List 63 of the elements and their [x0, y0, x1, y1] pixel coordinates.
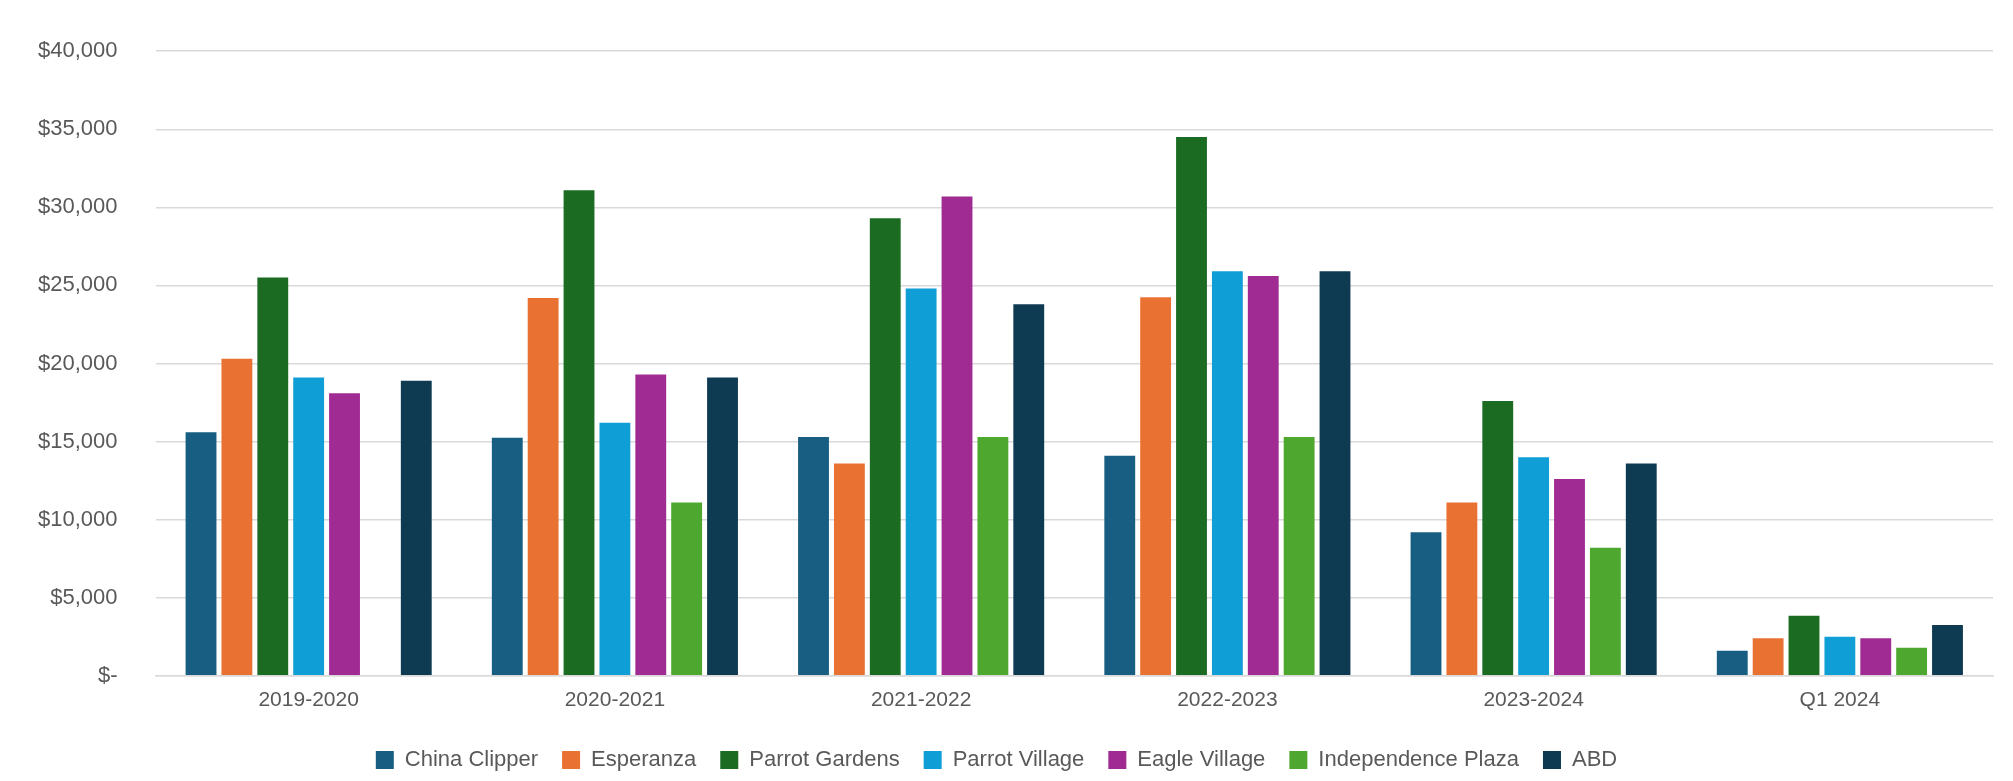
bar — [1283, 436, 1315, 676]
y-tick-label: $25,000 — [37, 271, 118, 297]
bar — [1932, 625, 1963, 676]
bar — [599, 422, 631, 676]
bar — [833, 463, 865, 676]
bar — [1410, 532, 1442, 676]
bar — [1716, 650, 1748, 676]
bar — [563, 190, 595, 676]
bar — [1518, 457, 1550, 676]
legend-label: China Clipper — [404, 746, 539, 772]
bar — [1860, 638, 1892, 676]
bar — [1176, 137, 1207, 676]
legend-label: Esperanza — [591, 746, 698, 772]
bar — [905, 288, 937, 676]
x-tick-label: 2019-2020 — [258, 687, 359, 711]
legend-label: Eagle Village — [1137, 746, 1266, 772]
bar — [1896, 647, 1928, 676]
bar — [1211, 271, 1243, 676]
bar — [1788, 615, 1820, 676]
bar — [671, 502, 703, 676]
bar — [400, 380, 432, 676]
bar — [1625, 463, 1657, 676]
bar — [293, 377, 325, 676]
bar — [491, 437, 523, 676]
bar — [527, 297, 559, 676]
legend-label: Parrot Gardens — [749, 746, 900, 772]
bar — [1589, 547, 1621, 676]
bar — [185, 432, 217, 676]
bar — [941, 196, 973, 676]
bar — [1554, 479, 1585, 676]
bar — [1140, 297, 1172, 676]
x-tick-label: 2020-2021 — [564, 687, 666, 711]
y-tick-label: $40,000 — [37, 37, 118, 63]
bar — [707, 377, 738, 676]
bar — [257, 277, 289, 676]
y-tick-label: $15,000 — [37, 427, 118, 453]
bar — [977, 436, 1009, 676]
y-tick-label: $10,000 — [37, 505, 118, 531]
bar — [1319, 271, 1351, 676]
bar — [635, 374, 667, 676]
bar — [1752, 638, 1784, 676]
bar — [1446, 502, 1478, 676]
bar — [798, 436, 829, 676]
y-tick-label: $5,000 — [50, 583, 118, 609]
x-tick-label: 2021-2022 — [870, 687, 972, 711]
y-tick-label: $- — [97, 661, 118, 687]
y-tick-label: $20,000 — [37, 349, 118, 375]
bar — [1013, 304, 1045, 676]
bar — [1482, 400, 1514, 676]
bar — [869, 218, 901, 676]
bar — [1104, 455, 1136, 676]
bar — [221, 358, 253, 676]
bar — [1247, 276, 1279, 676]
y-tick-label: $35,000 — [37, 115, 118, 141]
bar — [1824, 636, 1856, 676]
x-tick-label: 2023-2024 — [1483, 687, 1585, 711]
legend-label: Independence Plaza — [1318, 746, 1520, 772]
legend-label: ABD — [1571, 746, 1618, 772]
x-tick-label: Q1 2024 — [1799, 687, 1881, 711]
legend-label: Parrot Village — [952, 746, 1085, 772]
bar — [329, 393, 360, 676]
x-tick-label: 2022-2023 — [1177, 687, 1278, 711]
y-tick-label: $30,000 — [37, 193, 118, 219]
